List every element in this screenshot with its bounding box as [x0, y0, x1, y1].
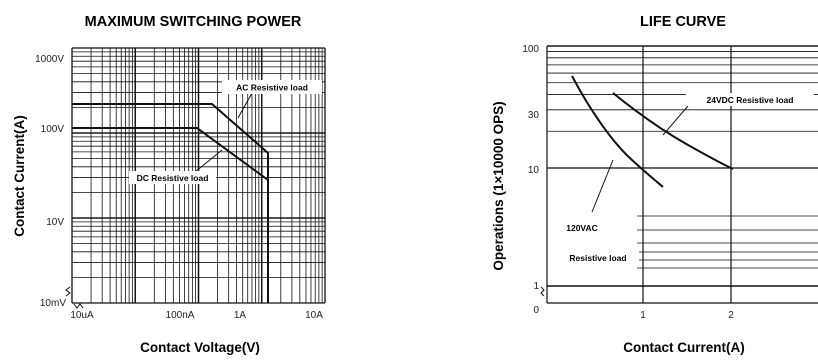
120vac-curve: [571, 75, 664, 188]
y-tick-label: 1: [533, 281, 539, 292]
y-tick-label: 30: [528, 110, 540, 121]
y-tick-label: 10mV: [40, 298, 66, 309]
y-tick-label: 100V: [41, 124, 65, 135]
y-tick-label: 0: [533, 305, 539, 316]
120vac-label: 120VAC: [566, 223, 598, 233]
axis-break-mark: [65, 286, 71, 297]
x-axis-title: Contact Current(A): [623, 340, 745, 355]
x-tick-label: 10uA: [70, 310, 94, 321]
chart-title: LIFE CURVE: [640, 14, 726, 30]
dc-resistive-load-curve: [72, 127, 269, 181]
dc-label-bg: [129, 171, 216, 184]
y-tick-label: 10: [528, 165, 540, 176]
x-axis-title: Contact Voltage(V): [140, 340, 260, 355]
x-tick-label: 100nA: [166, 310, 195, 321]
ac-resistive-load-label: AC Resistive load: [236, 83, 308, 93]
y-tick-label: 100: [522, 44, 539, 55]
y-axis-title: Contact Current(A): [12, 115, 27, 237]
axis-break-mark: [73, 303, 84, 309]
x-tick-label: 1: [640, 310, 646, 321]
24vdc-label-leader: [662, 105, 689, 136]
chart-title: MAXIMUM SWITCHING POWER: [85, 14, 302, 30]
max-switching-power-chart: MAXIMUM SWITCHING POWER 1000V 100V 10V 1…: [12, 14, 326, 355]
y-tick-label: 10V: [46, 217, 64, 228]
x-tick-label: 2: [728, 310, 734, 321]
right-grid: [546, 45, 818, 304]
24vdc-curve: [612, 92, 734, 170]
120vac-label-bg: [557, 220, 607, 234]
life-curve-chart: LIFE CURVE 100 30 10 1 0 1 2 24VDC Resis…: [491, 14, 818, 355]
y-tick-label: 1000V: [35, 54, 64, 65]
120vac-label-leader: [591, 159, 614, 213]
ac-label-leader: [237, 92, 253, 119]
y-axis-title: Operations (1×10000 OPS): [491, 101, 506, 270]
axis-break-mark: [540, 286, 545, 297]
x-tick-label: 10A: [305, 310, 323, 321]
resistive-load-label: Resistive load: [569, 253, 626, 263]
24vdc-label-bg: [686, 93, 814, 106]
ac-label-bg: [222, 80, 322, 94]
dc-resistive-load-label: DC Resistive load: [137, 173, 209, 183]
dc-label-leader: [194, 149, 223, 173]
ac-resistive-load-curve: [72, 103, 269, 303]
24vdc-resistive-load-label: 24VDC Resistive load: [707, 95, 794, 105]
resistive-load-label-bg: [557, 250, 639, 264]
x-tick-label: 1A: [234, 310, 247, 321]
